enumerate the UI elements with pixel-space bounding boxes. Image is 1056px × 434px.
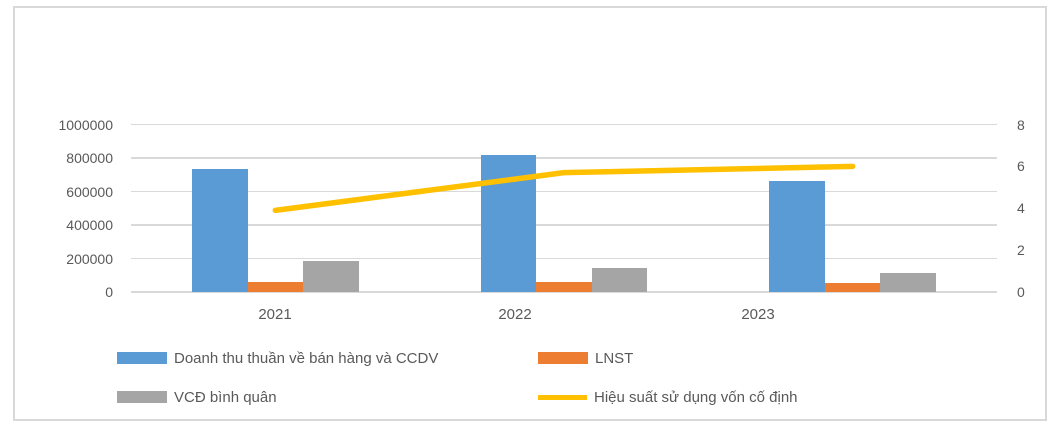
bar-series0-2023 — [769, 180, 825, 292]
bar-series2-2023 — [880, 273, 936, 292]
legend-item-efficiency: Hiệu suất sử dụng vốn cố định — [538, 388, 798, 406]
legend-swatch-lnst — [538, 352, 588, 364]
legend-label-vcd: VCĐ bình quân — [174, 388, 277, 406]
legend-label-revenue: Doanh thu thuần về bán hàng và CCDV — [174, 349, 439, 367]
y-left-tick: 200000 — [66, 250, 113, 267]
x-tick-2023: 2023 — [741, 306, 775, 323]
y-right-tick: 8 — [1017, 116, 1025, 133]
bar-series0-2021 — [192, 168, 248, 292]
gridline — [131, 190, 997, 193]
bar-series1-2022 — [536, 282, 592, 292]
legend-item-revenue: Doanh thu thuần về bán hàng và CCDV — [117, 349, 438, 367]
x-tick-2022: 2022 — [498, 306, 532, 323]
y-right-tick: 2 — [1017, 242, 1025, 259]
gridline — [131, 257, 997, 260]
bar-series2-2021 — [303, 261, 359, 292]
legend-item-lnst: LNST — [538, 349, 633, 367]
x-tick-2021: 2021 — [258, 306, 292, 323]
y-right-tick: 0 — [1017, 284, 1025, 300]
y-left-tick: 800000 — [66, 150, 113, 166]
y-left-tick: 600000 — [66, 183, 113, 200]
bar-series1-2021 — [247, 282, 304, 292]
bar-series0-2022 — [480, 154, 537, 292]
legend-swatch-revenue — [117, 352, 167, 364]
gridline — [131, 123, 997, 126]
y-left-tick: 0 — [105, 284, 113, 300]
bar-series2-2022 — [591, 267, 648, 292]
bar-series1-2023 — [824, 283, 881, 292]
gridline — [131, 157, 997, 159]
y-left-tick: 400000 — [66, 217, 113, 233]
legend-label-lnst: LNST — [595, 349, 634, 367]
legend-item-vcd: VCĐ bình quân — [117, 388, 277, 406]
y-right-tick: 4 — [1017, 200, 1025, 217]
legend-swatch-efficiency-line — [538, 394, 587, 400]
legend-swatch-vcd — [117, 391, 167, 403]
legend-label-efficiency: Hiệu suất sử dụng vốn cố định — [594, 388, 798, 406]
x-axis-line — [131, 291, 997, 293]
gridline — [131, 224, 997, 226]
y-right-tick: 6 — [1017, 158, 1025, 175]
y-left-tick: 1000000 — [58, 116, 113, 133]
